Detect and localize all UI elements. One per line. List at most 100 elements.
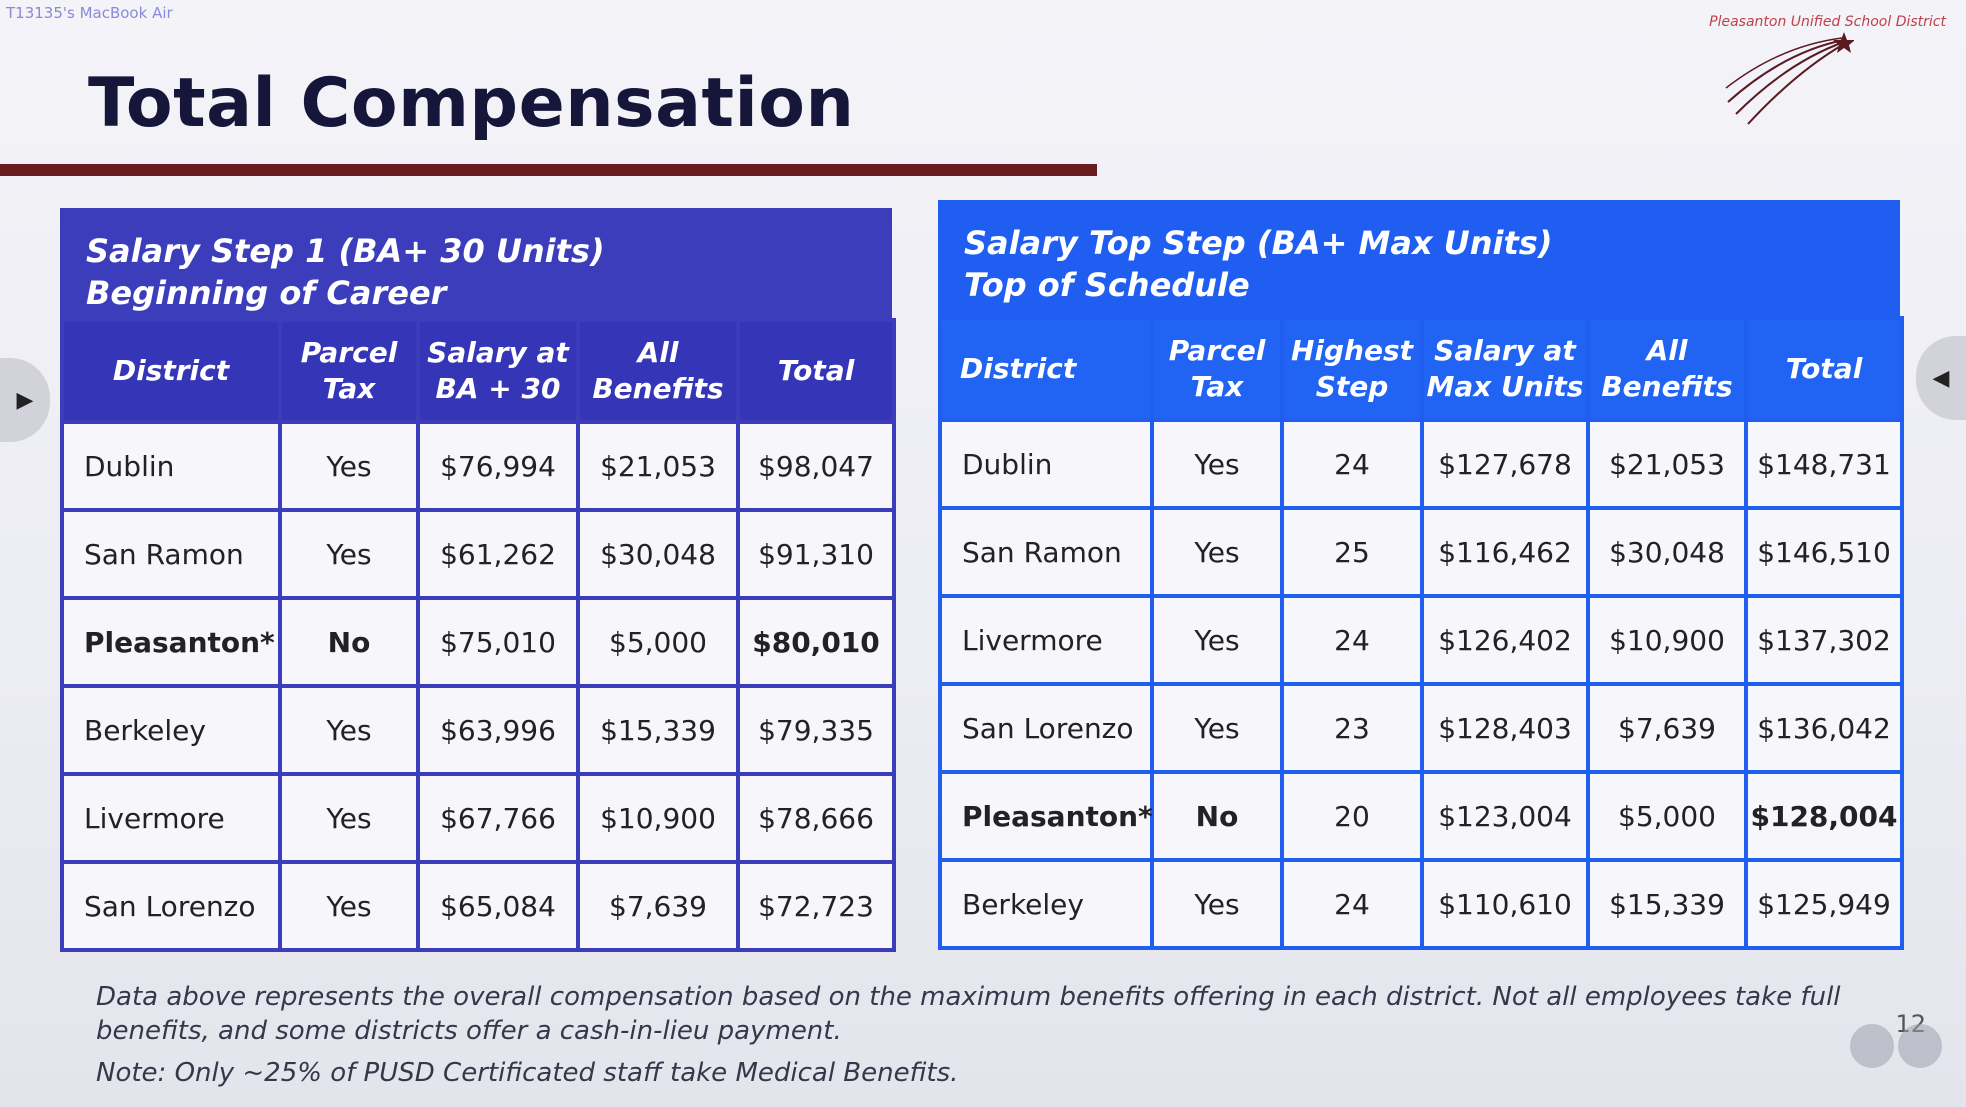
top-step-table: District Parcel Tax Highest Step Salary … xyxy=(938,316,1904,950)
total-cell: $78,666 xyxy=(736,772,896,864)
parcel-tax-cell: Yes xyxy=(1150,594,1284,686)
highest-step-cell: 24 xyxy=(1280,858,1424,950)
salary-cell: $126,402 xyxy=(1420,594,1590,686)
highest-step-cell: 24 xyxy=(1280,594,1424,686)
parcel-tax-cell: Yes xyxy=(1150,506,1284,598)
column-header-district: District xyxy=(938,316,1154,422)
highest-step-cell: 23 xyxy=(1280,682,1424,774)
district-cell: Pleasanton* xyxy=(60,596,282,688)
total-cell: $98,047 xyxy=(736,420,896,512)
play-arrow-icon: ▶ xyxy=(16,387,34,413)
table-row: Dublin Yes 24 $127,678 $21,053 $148,731 xyxy=(938,418,1904,510)
table-row-highlighted: Pleasanton* No 20 $123,004 $5,000 $128,0… xyxy=(938,770,1904,862)
column-header-district: District xyxy=(60,318,282,424)
benefits-cell: $5,000 xyxy=(1586,770,1748,862)
benefits-cell: $5,000 xyxy=(576,596,740,688)
column-header-benefits: All Benefits xyxy=(576,318,740,424)
slide-title: Total Compensation xyxy=(88,64,855,143)
district-cell: San Lorenzo xyxy=(60,860,282,952)
step-1-table: District Parcel Tax Salary at BA + 30 Al… xyxy=(60,318,896,952)
footnote-text: Data above represents the overall compen… xyxy=(96,982,1841,1046)
column-header-parcel-tax: Parcel Tax xyxy=(1150,316,1284,422)
parcel-tax-cell: Yes xyxy=(1150,858,1284,950)
district-cell: San Lorenzo xyxy=(938,682,1154,774)
parcel-tax-cell: Yes xyxy=(1150,418,1284,510)
parcel-tax-cell: Yes xyxy=(1150,682,1284,774)
table-row: San Ramon Yes $61,262 $30,048 $91,310 xyxy=(60,508,896,600)
salary-cell: $110,610 xyxy=(1420,858,1590,950)
top-step-panel-header: Salary Top Step (BA+ Max Units) Top of S… xyxy=(938,200,1900,316)
top-step-panel: Salary Top Step (BA+ Max Units) Top of S… xyxy=(938,200,1904,950)
volume-icon[interactable] xyxy=(1850,1024,1894,1068)
table-row: San Ramon Yes 25 $116,462 $30,048 $146,5… xyxy=(938,506,1904,598)
salary-cell: $76,994 xyxy=(416,420,580,512)
step-1-panel-header: Salary Step 1 (BA+ 30 Units) Beginning o… xyxy=(60,208,892,318)
district-cell: Pleasanton* xyxy=(938,770,1154,862)
table-header-row: District Parcel Tax Highest Step Salary … xyxy=(938,316,1904,422)
step-1-heading-line1: Salary Step 1 (BA+ 30 Units) xyxy=(86,232,605,270)
top-step-heading-line1: Salary Top Step (BA+ Max Units) xyxy=(964,224,1553,262)
table-row: Berkeley Yes $63,996 $15,339 $79,335 xyxy=(60,684,896,776)
salary-cell: $123,004 xyxy=(1420,770,1590,862)
district-name-label: Pleasanton Unified School District xyxy=(1709,14,1946,30)
shooting-star-logo-icon xyxy=(1725,32,1854,125)
step-1-panel: Salary Step 1 (BA+ 30 Units) Beginning o… xyxy=(60,208,896,952)
table-row: Berkeley Yes 24 $110,610 $15,339 $125,94… xyxy=(938,858,1904,950)
step-1-heading-line2: Beginning of Career xyxy=(86,274,447,312)
salary-cell: $67,766 xyxy=(416,772,580,864)
district-cell: Livermore xyxy=(938,594,1154,686)
highest-step-cell: 25 xyxy=(1280,506,1424,598)
salary-cell: $75,010 xyxy=(416,596,580,688)
table-row: Livermore Yes $67,766 $10,900 $78,666 xyxy=(60,772,896,864)
parcel-tax-cell: Yes xyxy=(278,860,420,952)
parcel-tax-cell: Yes xyxy=(278,420,420,512)
salary-cell: $65,084 xyxy=(416,860,580,952)
salary-cell: $116,462 xyxy=(1420,506,1590,598)
district-cell: Livermore xyxy=(60,772,282,864)
airplay-device-label: T13135's MacBook Air xyxy=(6,4,173,22)
close-icon[interactable] xyxy=(1898,1024,1942,1068)
parcel-tax-cell: Yes xyxy=(278,684,420,776)
table-row: Livermore Yes 24 $126,402 $10,900 $137,3… xyxy=(938,594,1904,686)
total-cell: $91,310 xyxy=(736,508,896,600)
column-header-total: Total xyxy=(736,318,896,424)
benefits-cell: $15,339 xyxy=(576,684,740,776)
next-slide-button[interactable]: ◀ xyxy=(1916,336,1966,420)
previous-slide-button[interactable]: ▶ xyxy=(0,358,50,442)
total-cell: $146,510 xyxy=(1744,506,1904,598)
top-step-heading-line2: Top of Schedule xyxy=(964,266,1250,304)
table-row: San Lorenzo Yes $65,084 $7,639 $72,723 xyxy=(60,860,896,952)
benefits-cell: $10,900 xyxy=(576,772,740,864)
column-header-parcel-tax: Parcel Tax xyxy=(278,318,420,424)
benefits-cell: $21,053 xyxy=(576,420,740,512)
parcel-tax-cell: No xyxy=(1150,770,1284,862)
highest-step-cell: 20 xyxy=(1280,770,1424,862)
total-cell: $128,004 xyxy=(1744,770,1904,862)
back-arrow-icon: ◀ xyxy=(1932,365,1950,391)
table-header-row: District Parcel Tax Salary at BA + 30 Al… xyxy=(60,318,896,424)
district-cell: Berkeley xyxy=(60,684,282,776)
total-cell: $148,731 xyxy=(1744,418,1904,510)
total-cell: $80,010 xyxy=(736,596,896,688)
district-cell: Berkeley xyxy=(938,858,1154,950)
total-cell: $137,302 xyxy=(1744,594,1904,686)
column-header-benefits: All Benefits xyxy=(1586,316,1748,422)
highest-step-cell: 24 xyxy=(1280,418,1424,510)
benefits-cell: $30,048 xyxy=(576,508,740,600)
salary-cell: $63,996 xyxy=(416,684,580,776)
benefits-cell: $30,048 xyxy=(1586,506,1748,598)
total-cell: $125,949 xyxy=(1744,858,1904,950)
district-cell: San Ramon xyxy=(60,508,282,600)
total-cell: $72,723 xyxy=(736,860,896,952)
salary-cell: $128,403 xyxy=(1420,682,1590,774)
benefits-cell: $15,339 xyxy=(1586,858,1748,950)
salary-cell: $61,262 xyxy=(416,508,580,600)
benefits-cell: $7,639 xyxy=(576,860,740,952)
parcel-tax-cell: Yes xyxy=(278,772,420,864)
parcel-tax-cell: No xyxy=(278,596,420,688)
column-header-highest-step: Highest Step xyxy=(1280,316,1424,422)
table-row: San Lorenzo Yes 23 $128,403 $7,639 $136,… xyxy=(938,682,1904,774)
benefits-cell: $10,900 xyxy=(1586,594,1748,686)
table-row-highlighted: Pleasanton* No $75,010 $5,000 $80,010 xyxy=(60,596,896,688)
